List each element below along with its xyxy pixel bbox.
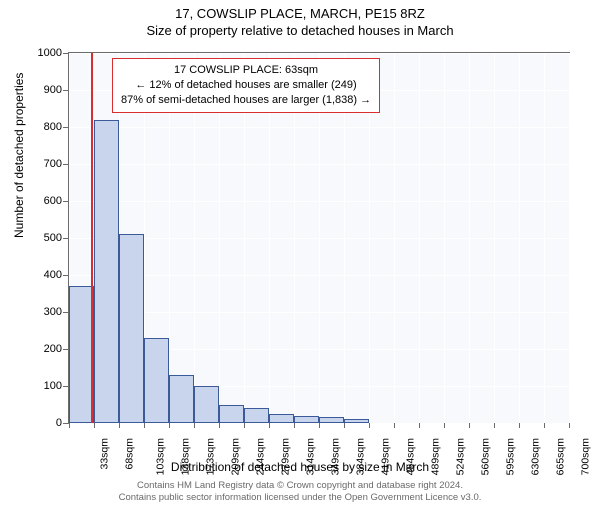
chart-subtitle: Size of property relative to detached ho… <box>0 23 600 38</box>
x-tick-mark <box>419 423 420 428</box>
y-tick-label: 100 <box>22 380 62 392</box>
x-tick-mark <box>119 423 120 428</box>
y-tick-label: 800 <box>22 121 62 133</box>
x-tick-mark <box>519 423 520 428</box>
annotation-line-2: ← 12% of detached houses are smaller (24… <box>121 78 371 93</box>
y-tick-mark <box>63 90 68 91</box>
x-tick-mark <box>469 423 470 428</box>
x-tick-mark <box>294 423 295 428</box>
x-tick-mark <box>94 423 95 428</box>
histogram-bar <box>169 375 194 423</box>
y-tick-mark <box>63 349 68 350</box>
x-tick-mark <box>269 423 270 428</box>
x-tick-mark <box>569 423 570 428</box>
y-tick-mark <box>63 127 68 128</box>
y-axis-label: Number of detached properties <box>12 73 26 238</box>
y-tick-label: 1000 <box>22 47 62 59</box>
gridline-vertical <box>469 53 470 423</box>
gridline-vertical <box>569 53 570 423</box>
chart-title-address: 17, COWSLIP PLACE, MARCH, PE15 8RZ <box>0 6 600 21</box>
y-tick-label: 900 <box>22 84 62 96</box>
x-tick-mark <box>144 423 145 428</box>
histogram-bar <box>219 405 244 424</box>
histogram-bar <box>244 408 269 423</box>
histogram-bar <box>94 120 119 423</box>
y-tick-label: 400 <box>22 269 62 281</box>
y-tick-label: 700 <box>22 158 62 170</box>
x-tick-mark <box>369 423 370 428</box>
y-tick-label: 0 <box>22 417 62 429</box>
annotation-box: 17 COWSLIP PLACE: 63sqm ← 12% of detache… <box>112 58 380 113</box>
y-tick-mark <box>63 423 68 424</box>
gridline-vertical <box>544 53 545 423</box>
x-tick-mark <box>219 423 220 428</box>
x-axis-label: Distribution of detached houses by size … <box>0 460 600 474</box>
histogram-bar <box>319 417 344 423</box>
y-tick-mark <box>63 238 68 239</box>
x-tick-mark <box>344 423 345 428</box>
x-tick-mark <box>494 423 495 428</box>
histogram-bar <box>144 338 169 423</box>
x-tick-mark <box>169 423 170 428</box>
y-tick-mark <box>63 164 68 165</box>
x-tick-mark <box>244 423 245 428</box>
footer-line-1: Contains HM Land Registry data © Crown c… <box>0 480 600 492</box>
footer-line-2: Contains public sector information licen… <box>0 492 600 504</box>
gridline-vertical <box>444 53 445 423</box>
y-tick-label: 200 <box>22 343 62 355</box>
y-tick-label: 300 <box>22 306 62 318</box>
y-tick-mark <box>63 275 68 276</box>
y-tick-mark <box>63 386 68 387</box>
y-tick-mark <box>63 53 68 54</box>
histogram-bar <box>294 416 319 423</box>
gridline-vertical <box>419 53 420 423</box>
y-tick-label: 600 <box>22 195 62 207</box>
property-marker-line <box>91 53 93 423</box>
gridline-vertical <box>519 53 520 423</box>
x-tick-mark <box>69 423 70 428</box>
x-tick-mark <box>544 423 545 428</box>
x-tick-mark <box>444 423 445 428</box>
y-tick-mark <box>63 201 68 202</box>
gridline-vertical <box>394 53 395 423</box>
x-tick-mark <box>194 423 195 428</box>
gridline-vertical <box>494 53 495 423</box>
histogram-bar <box>344 419 369 423</box>
footer-attribution: Contains HM Land Registry data © Crown c… <box>0 480 600 504</box>
histogram-bar <box>194 386 219 423</box>
y-tick-mark <box>63 312 68 313</box>
histogram-bar <box>269 414 294 423</box>
annotation-line-1: 17 COWSLIP PLACE: 63sqm <box>121 63 371 78</box>
histogram-bar <box>119 234 144 423</box>
annotation-line-3: 87% of semi-detached houses are larger (… <box>121 93 371 108</box>
y-tick-label: 500 <box>22 232 62 244</box>
chart-area: 17 COWSLIP PLACE: 63sqm ← 12% of detache… <box>68 52 570 424</box>
x-tick-mark <box>319 423 320 428</box>
x-tick-mark <box>394 423 395 428</box>
